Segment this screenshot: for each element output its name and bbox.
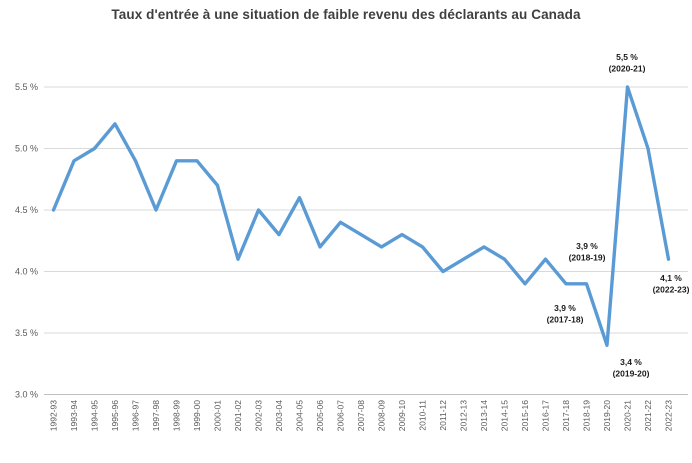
x-tick-label: 1993-94 (69, 400, 79, 431)
x-tick-label: 2010-11 (418, 400, 428, 431)
chart-title: Taux d'entrée à une situation de faible … (111, 7, 581, 22)
x-tick-label: 2001-02 (233, 400, 243, 431)
x-tick-label: 2006-07 (336, 400, 346, 431)
annotation-value-label: 5,5 % (616, 52, 638, 62)
annotation-period-label: (2020-21) (609, 64, 646, 74)
x-tick-label: 1999-00 (192, 400, 202, 431)
annotation-period-label: (2022-23) (653, 285, 690, 295)
y-tick-label: 3.0 % (15, 390, 38, 400)
x-tick-label: 2017-18 (561, 400, 571, 431)
x-tick-label: 2012-13 (459, 400, 469, 431)
y-tick-label: 4.0 % (15, 267, 38, 277)
x-tick-label: 2016-17 (541, 400, 551, 431)
y-tick-label: 3.5 % (15, 328, 38, 338)
annotation-value-label: 3,4 % (620, 357, 642, 367)
x-tick-label: 2014-15 (500, 400, 510, 431)
x-tick-label: 2018-19 (582, 400, 592, 431)
x-tick-label: 2015-16 (520, 400, 530, 431)
annotation-period-label: (2017-18) (547, 315, 584, 325)
annotation-period-label: (2019-20) (613, 369, 650, 379)
x-tick-label: 2003-04 (274, 400, 284, 431)
x-tick-label: 2002-03 (254, 400, 264, 431)
x-tick-label: 2007-08 (356, 400, 366, 431)
x-tick-label: 2000-01 (213, 400, 223, 431)
x-tick-label: 1992-93 (49, 400, 59, 431)
annotation-value-label: 3,9 % (554, 303, 576, 313)
x-tick-label: 2020-21 (623, 400, 633, 431)
x-tick-label: 2009-10 (397, 400, 407, 431)
annotation-value-label: 3,9 % (576, 241, 598, 251)
annotation-period-label: (2018-19) (569, 253, 606, 263)
y-tick-label: 4.5 % (15, 205, 38, 215)
x-tick-label: 2008-09 (377, 400, 387, 431)
x-tick-label: 2013-14 (479, 400, 489, 431)
x-tick-label: 1995-96 (110, 400, 120, 431)
y-tick-label: 5.5 % (15, 82, 38, 92)
y-tick-label: 5.0 % (15, 144, 38, 154)
x-tick-label: 2011-12 (438, 400, 448, 431)
annotation-value-label: 4,1 % (660, 273, 682, 283)
x-tick-label: 1998-99 (172, 400, 182, 431)
x-tick-label: 2021-22 (643, 400, 653, 431)
x-tick-label: 2004-05 (295, 400, 305, 431)
x-tick-label: 1997-98 (151, 400, 161, 431)
x-tick-label: 2019-20 (602, 400, 612, 431)
data-series-line (51, 85, 671, 347)
x-tick-label: 2005-06 (315, 400, 325, 431)
x-tick-label: 1996-97 (131, 400, 141, 431)
x-tick-label: 2022-23 (664, 400, 674, 431)
x-tick-label: 1994-95 (90, 400, 100, 431)
